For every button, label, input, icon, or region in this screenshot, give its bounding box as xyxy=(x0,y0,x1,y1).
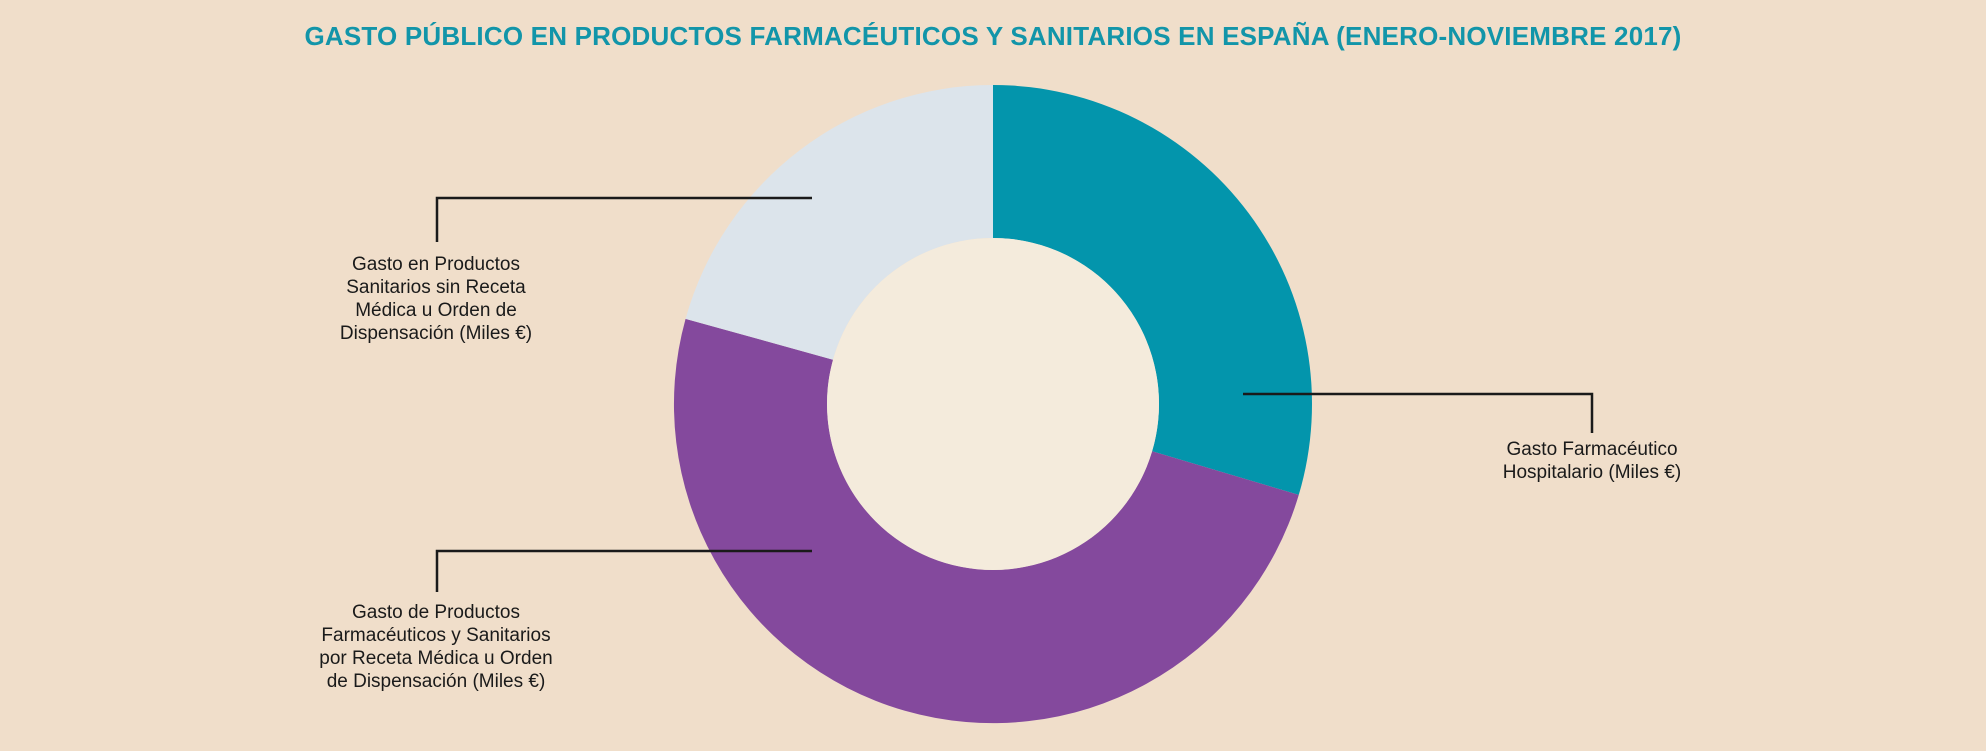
donut-segment-1 xyxy=(673,318,1299,724)
leader-line-receta xyxy=(435,549,812,592)
donut-hole xyxy=(827,238,1159,570)
segment-label-hospitalario: Gasto Farmacéutico Hospitalario (Miles €… xyxy=(1502,439,1682,483)
chart-title: GASTO PÚBLICO EN PRODUCTOS FARMACÉUTICOS… xyxy=(304,21,1682,51)
segment-label-receta: Gasto de Productos Farmacéuticos y Sanit… xyxy=(319,602,553,692)
leader-lines xyxy=(435,196,1594,592)
leader-line-sanitarios xyxy=(435,196,812,242)
donut-segment-0 xyxy=(993,85,1313,495)
donut-segments xyxy=(673,85,1313,724)
segment-label-sanitarios: Gasto en Productos Sanitarios sin Receta… xyxy=(339,254,533,344)
leader-line-hospitalario xyxy=(1243,392,1594,433)
donut-segment-2 xyxy=(685,85,993,360)
